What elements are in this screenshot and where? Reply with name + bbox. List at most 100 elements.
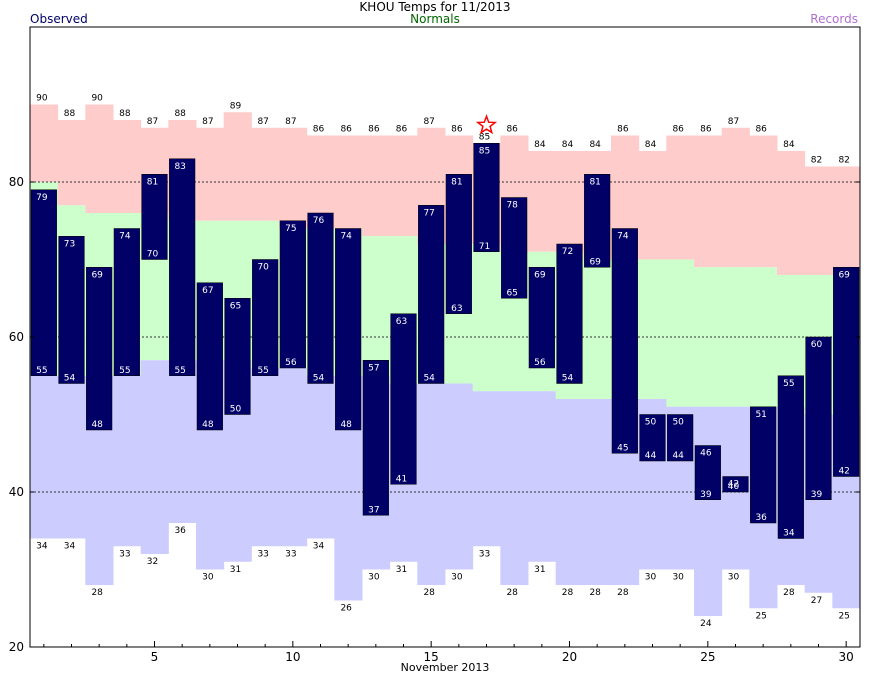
record-low-band [279, 368, 308, 547]
record-low-band [113, 375, 142, 547]
observed-bar [833, 267, 860, 477]
record-low-label: 30 [672, 573, 684, 583]
record-high-label: 87 [202, 117, 213, 127]
record-low-label: 36 [174, 526, 186, 536]
observed-bar [805, 336, 832, 500]
record-low-label: 33 [119, 549, 130, 559]
observed-low-label: 50 [230, 405, 242, 415]
observed-high-label: 65 [230, 301, 241, 311]
observed-bar [722, 476, 749, 493]
record-high-band [804, 166, 833, 275]
observed-bar [418, 205, 445, 384]
record-high-band [832, 166, 861, 275]
observed-bar [611, 228, 638, 454]
observed-low-label: 36 [755, 513, 767, 523]
record-low-band [417, 383, 446, 585]
record-high-label: 85 [479, 132, 490, 142]
observed-high-label: 78 [506, 201, 518, 211]
record-high-band [85, 104, 114, 213]
observed-low-label: 54 [313, 374, 325, 384]
record-low-band [57, 375, 86, 539]
record-high-band [279, 127, 308, 229]
observed-bar [445, 174, 472, 314]
normal-band [362, 236, 391, 376]
observed-low-label: 42 [838, 467, 849, 477]
record-high-label: 86 [451, 125, 463, 135]
record-low-label: 30 [728, 573, 740, 583]
record-high-label: 84 [534, 140, 546, 150]
observed-low-label: 40 [728, 482, 740, 492]
record-high-label: 82 [838, 156, 849, 166]
observed-high-label: 74 [617, 232, 629, 242]
record-high-band [749, 135, 778, 268]
x-tick-label: 15 [424, 650, 439, 664]
observed-high-label: 55 [783, 379, 794, 389]
observed-high-label: 57 [368, 363, 379, 373]
record-high-label: 87 [423, 117, 434, 127]
record-low-band [168, 360, 197, 523]
legend-normals: Normals [410, 12, 460, 26]
observed-high-label: 83 [174, 162, 185, 172]
record-high-band [555, 151, 584, 252]
record-low-band [306, 375, 335, 539]
observed-low-label: 63 [451, 304, 462, 314]
record-low-band [30, 375, 59, 539]
observed-high-label: 69 [838, 270, 850, 280]
observed-bar [667, 414, 694, 462]
y-tick-label: 80 [9, 175, 24, 189]
record-low-label: 31 [396, 565, 407, 575]
record-star-icon [475, 114, 498, 135]
record-high-band [113, 120, 142, 213]
observed-low-label: 44 [672, 451, 684, 461]
observed-high-label: 75 [285, 224, 296, 234]
x-tick-label: 5 [151, 650, 159, 664]
record-high-band [223, 112, 252, 221]
observed-low-label: 54 [423, 374, 435, 384]
chart-title: KHOU Temps for 11/2013 [359, 0, 511, 14]
record-high-band [251, 127, 280, 221]
observed-low-label: 70 [147, 250, 159, 260]
record-high-label: 86 [396, 125, 408, 135]
record-low-label: 33 [285, 549, 296, 559]
record-low-label: 34 [36, 542, 48, 552]
record-low-label: 28 [91, 588, 103, 598]
observed-bar [501, 197, 528, 299]
observed-bar [58, 236, 85, 384]
record-high-label: 90 [36, 94, 48, 104]
record-low-label: 28 [562, 588, 574, 598]
observed-bar [556, 243, 583, 384]
record-high-band [30, 104, 59, 182]
record-low-label: 25 [755, 611, 766, 621]
record-low-label: 33 [479, 549, 490, 559]
record-low-label: 26 [340, 604, 352, 614]
observed-bar [86, 267, 113, 431]
observed-bars [30, 143, 860, 539]
record-high-label: 86 [368, 125, 380, 135]
record-low-band [472, 391, 501, 547]
observed-low-label: 39 [811, 490, 823, 500]
observed-bar [335, 228, 362, 431]
observed-low-label: 69 [589, 257, 601, 267]
record-high-label: 84 [562, 140, 574, 150]
observed-bar [224, 298, 251, 415]
record-low-label: 30 [645, 573, 657, 583]
record-low-label: 30 [202, 573, 214, 583]
record-high-label: 86 [506, 125, 518, 135]
observed-high-label: 69 [534, 270, 546, 280]
observed-bar [169, 158, 196, 376]
observed-bar [252, 259, 279, 376]
x-axis-label: November 2013 [400, 661, 490, 674]
normal-band [638, 259, 667, 399]
record-low-label: 28 [589, 588, 601, 598]
record-low-band [694, 406, 723, 616]
record-low-label: 24 [700, 619, 712, 629]
observed-low-label: 56 [285, 358, 297, 368]
observed-bar [777, 375, 804, 539]
record-low-label: 28 [423, 588, 435, 598]
record-low-band [251, 368, 280, 547]
observed-bar [528, 267, 555, 369]
observed-high-label: 50 [645, 418, 657, 428]
observed-low-label: 55 [257, 366, 268, 376]
observed-high-label: 51 [755, 410, 766, 420]
